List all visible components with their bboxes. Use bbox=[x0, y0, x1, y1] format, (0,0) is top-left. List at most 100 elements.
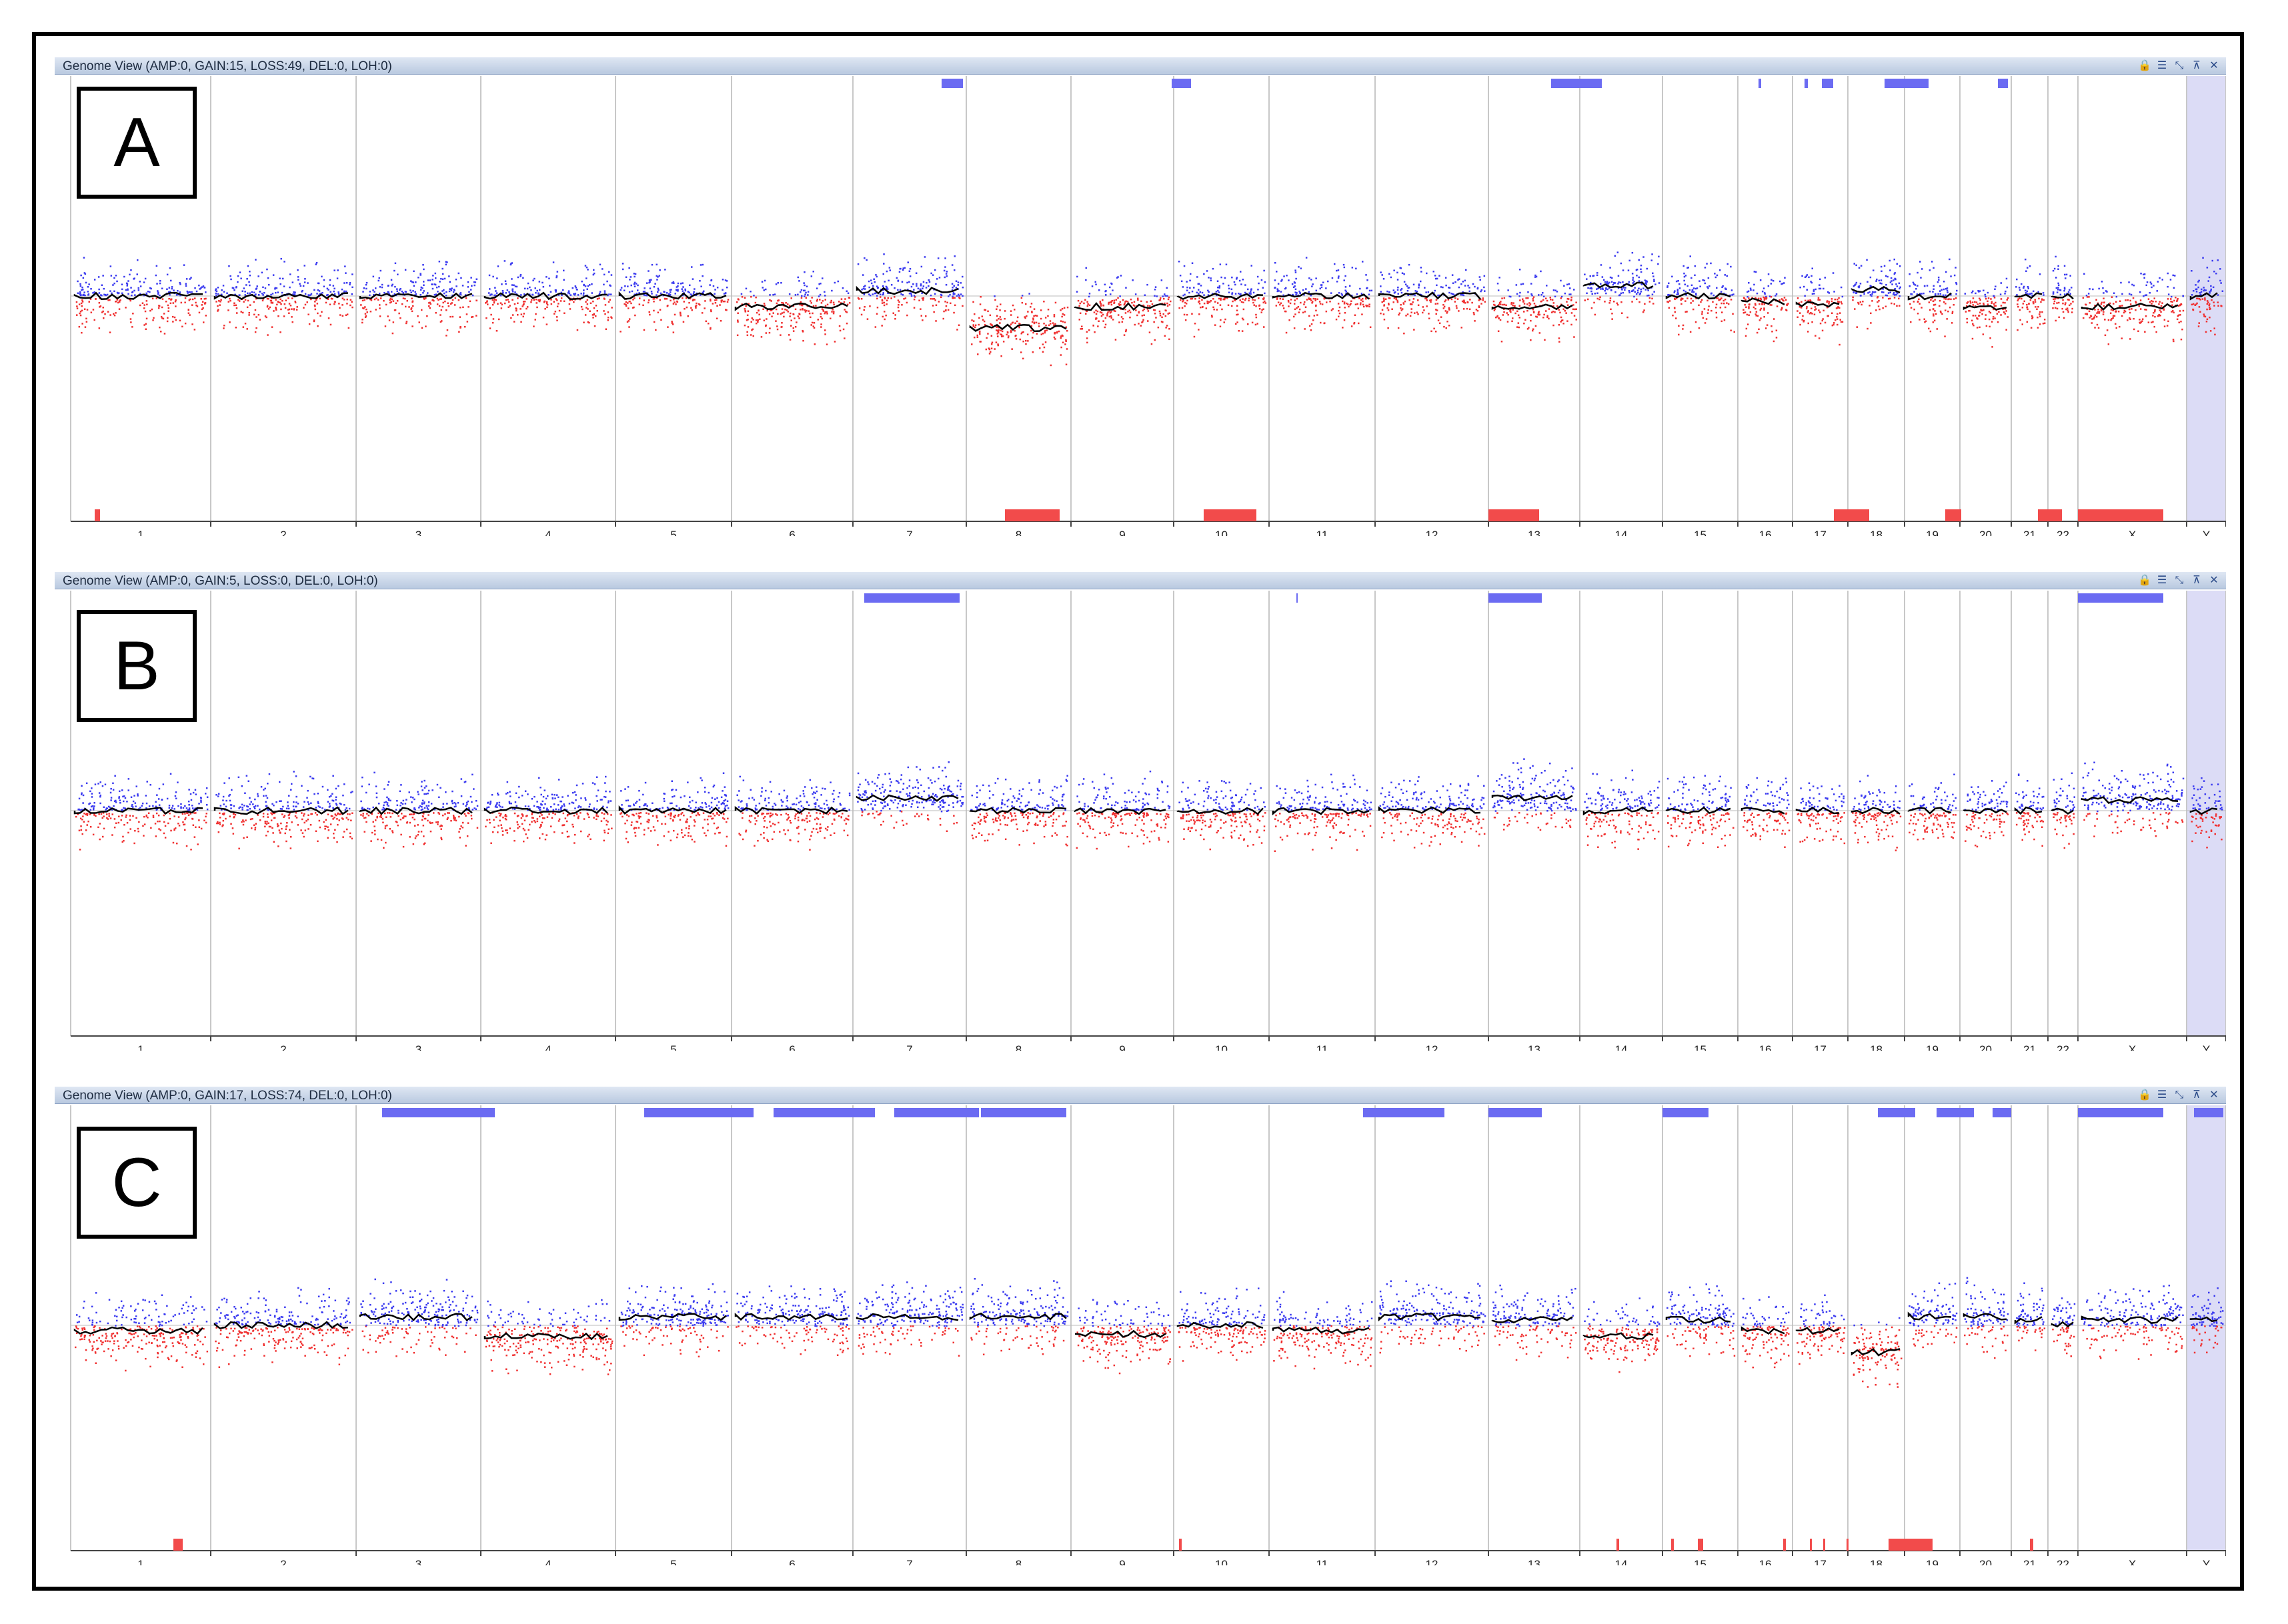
probe-point bbox=[435, 286, 438, 289]
probe-point bbox=[131, 803, 133, 806]
probe-point bbox=[1368, 303, 1370, 305]
probe-point bbox=[346, 313, 349, 315]
probe-point bbox=[1562, 308, 1564, 310]
probe-point bbox=[104, 313, 106, 315]
probe-point bbox=[205, 787, 208, 789]
probe-point bbox=[811, 321, 814, 324]
probe-point bbox=[660, 319, 662, 321]
probe-point bbox=[289, 286, 291, 289]
pin-icon[interactable]: ⊼ bbox=[2193, 573, 2201, 586]
probe-point bbox=[233, 304, 235, 307]
probe-point bbox=[1997, 321, 1999, 323]
minimize-icon[interactable]: ⤡ bbox=[2175, 573, 2184, 586]
probe-point bbox=[1098, 289, 1100, 291]
lock-icon[interactable]: 🔒 bbox=[2138, 573, 2151, 586]
probe-point bbox=[441, 305, 443, 308]
probe-point bbox=[1235, 323, 1237, 325]
probe-point bbox=[1971, 319, 1973, 322]
probe-point bbox=[443, 292, 445, 295]
probe-point bbox=[1201, 291, 1204, 294]
probe-point bbox=[1060, 335, 1062, 337]
probe-point bbox=[2055, 307, 2057, 309]
probe-point bbox=[326, 287, 329, 290]
probe-point bbox=[908, 281, 910, 283]
lock-icon[interactable]: 🔒 bbox=[2138, 59, 2151, 71]
probe-point bbox=[726, 309, 728, 311]
probe-point bbox=[1036, 333, 1038, 335]
probe-point bbox=[996, 329, 999, 332]
probe-point bbox=[587, 308, 589, 310]
probe-point bbox=[1225, 263, 1228, 265]
probe-point bbox=[2016, 294, 2018, 296]
probe-point bbox=[688, 301, 690, 304]
probe-point bbox=[329, 284, 331, 286]
close-icon[interactable]: ✕ bbox=[2209, 573, 2219, 586]
probe-point bbox=[704, 307, 706, 309]
probe-point bbox=[248, 281, 250, 283]
genome-plot[interactable]: 1 2 3 4 5 6 7 8 9 10 11 12 13 14 15 16 17 18 19 20 21 22 X Y bbox=[63, 591, 2226, 1051]
probe-point bbox=[996, 305, 998, 307]
probe-point bbox=[602, 268, 604, 270]
probe-point bbox=[796, 321, 798, 323]
genome-plot[interactable]: 1 2 3 4 5 6 7 8 9 10 11 12 13 14 15 16 17 18 19 20 21 22 X Y bbox=[63, 76, 2226, 536]
probe-point bbox=[542, 286, 545, 288]
probe-point bbox=[1277, 301, 1280, 303]
probe-point bbox=[451, 315, 454, 318]
probe-point bbox=[1743, 312, 1745, 314]
probe-point bbox=[243, 287, 245, 289]
probe-point bbox=[1645, 281, 1647, 283]
probe-point bbox=[1426, 272, 1428, 275]
probe-point bbox=[1867, 292, 1869, 294]
probe-point bbox=[962, 295, 964, 297]
probe-point bbox=[1190, 273, 1192, 275]
probe-point bbox=[2102, 287, 2104, 289]
probe-point bbox=[306, 301, 308, 303]
probe-point bbox=[1767, 312, 1769, 314]
probe-point bbox=[2055, 255, 2057, 258]
probe-point bbox=[266, 294, 268, 297]
probe-point bbox=[642, 291, 645, 293]
close-icon[interactable]: ✕ bbox=[2209, 59, 2219, 71]
probe-point bbox=[788, 305, 791, 307]
probe-point bbox=[1833, 323, 1835, 326]
probe-point bbox=[205, 297, 207, 300]
probe-point bbox=[337, 785, 339, 787]
probe-point bbox=[1833, 291, 1835, 293]
layout-icon[interactable]: ☰ bbox=[2157, 573, 2167, 586]
probe-point bbox=[1934, 294, 1937, 296]
probe-point bbox=[2157, 315, 2159, 317]
minimize-icon[interactable]: ⤡ bbox=[2175, 59, 2184, 71]
probe-point bbox=[1770, 283, 1773, 285]
probe-point bbox=[866, 259, 868, 261]
probe-point bbox=[1916, 293, 1919, 295]
probe-point bbox=[259, 291, 261, 293]
probe-point bbox=[1894, 288, 1897, 290]
probe-point bbox=[2016, 278, 2018, 281]
probe-point bbox=[1991, 302, 1993, 305]
probe-point bbox=[501, 283, 503, 285]
probe-point bbox=[1382, 278, 1385, 280]
probe-point bbox=[1010, 331, 1012, 333]
probe-point bbox=[1881, 291, 1883, 293]
probe-point bbox=[716, 287, 719, 289]
probe-point bbox=[203, 321, 205, 323]
pin-icon[interactable]: ⊼ bbox=[2193, 59, 2201, 71]
genome-view-titlebar[interactable]: Genome View (AMP:0, GAIN:15, LOSS:49, DE… bbox=[55, 57, 2226, 75]
probe-point bbox=[883, 304, 886, 307]
genome-view-titlebar[interactable]: Genome View (AMP:0, GAIN:5, LOSS:0, DEL:… bbox=[55, 572, 2226, 589]
probe-point bbox=[155, 835, 157, 837]
probe-point bbox=[132, 806, 134, 808]
probe-point bbox=[289, 273, 291, 275]
probe-point bbox=[1921, 293, 1923, 295]
probe-point bbox=[1955, 283, 1958, 285]
probe-point bbox=[2000, 314, 2002, 316]
probe-point bbox=[1975, 292, 1977, 295]
probe-point bbox=[1295, 291, 1298, 294]
layout-icon[interactable]: ☰ bbox=[2157, 59, 2167, 71]
probe-point bbox=[109, 299, 111, 301]
probe-point bbox=[1624, 289, 1626, 291]
probe-point bbox=[88, 301, 90, 303]
probe-point bbox=[550, 303, 553, 305]
probe-point bbox=[1636, 291, 1639, 294]
probe-point bbox=[1743, 309, 1745, 311]
